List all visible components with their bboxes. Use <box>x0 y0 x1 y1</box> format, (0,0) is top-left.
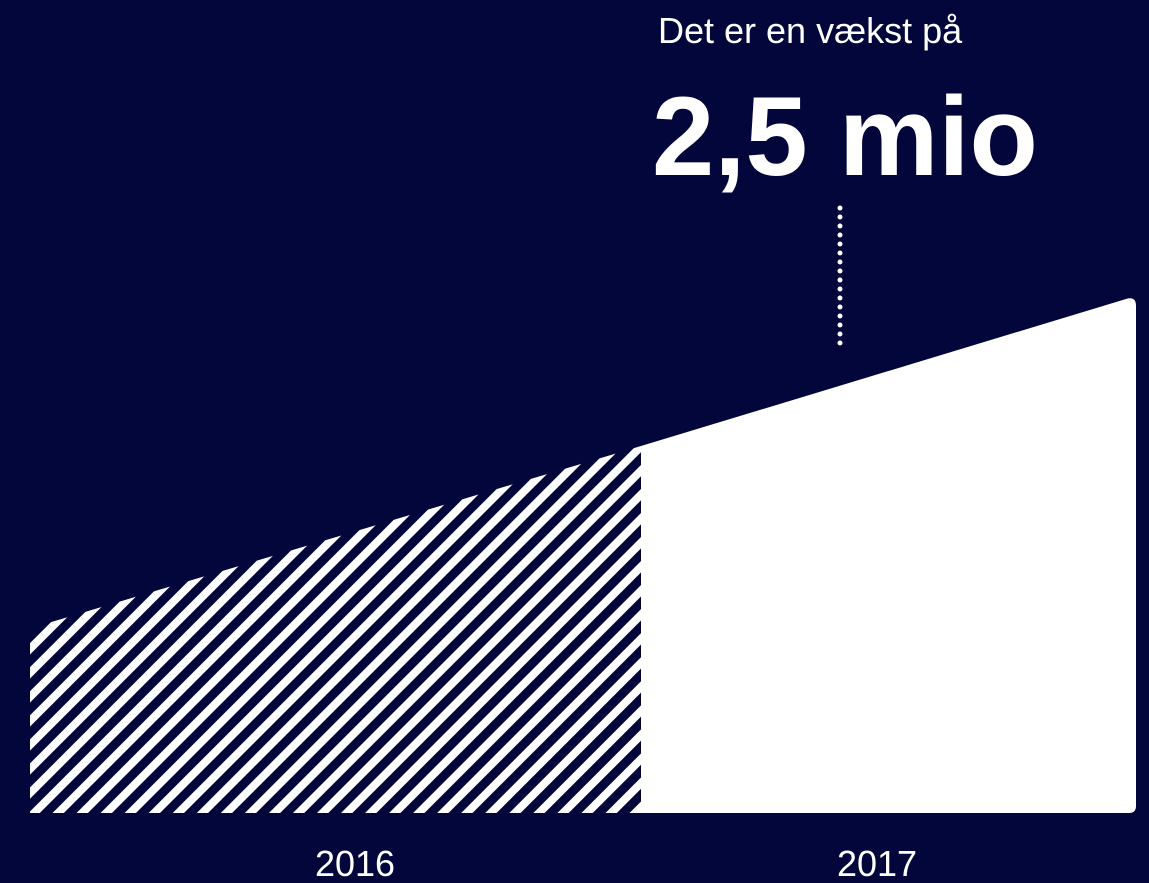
white-area-2017 <box>641 298 1136 813</box>
year-label: 2017 <box>837 843 917 883</box>
hatched-area-2016 <box>30 446 641 813</box>
year-label: 2016 <box>315 843 395 883</box>
annotation-intro: Det er en vækst på <box>658 10 963 51</box>
annotation-value: 2,5 mio <box>652 74 1038 199</box>
